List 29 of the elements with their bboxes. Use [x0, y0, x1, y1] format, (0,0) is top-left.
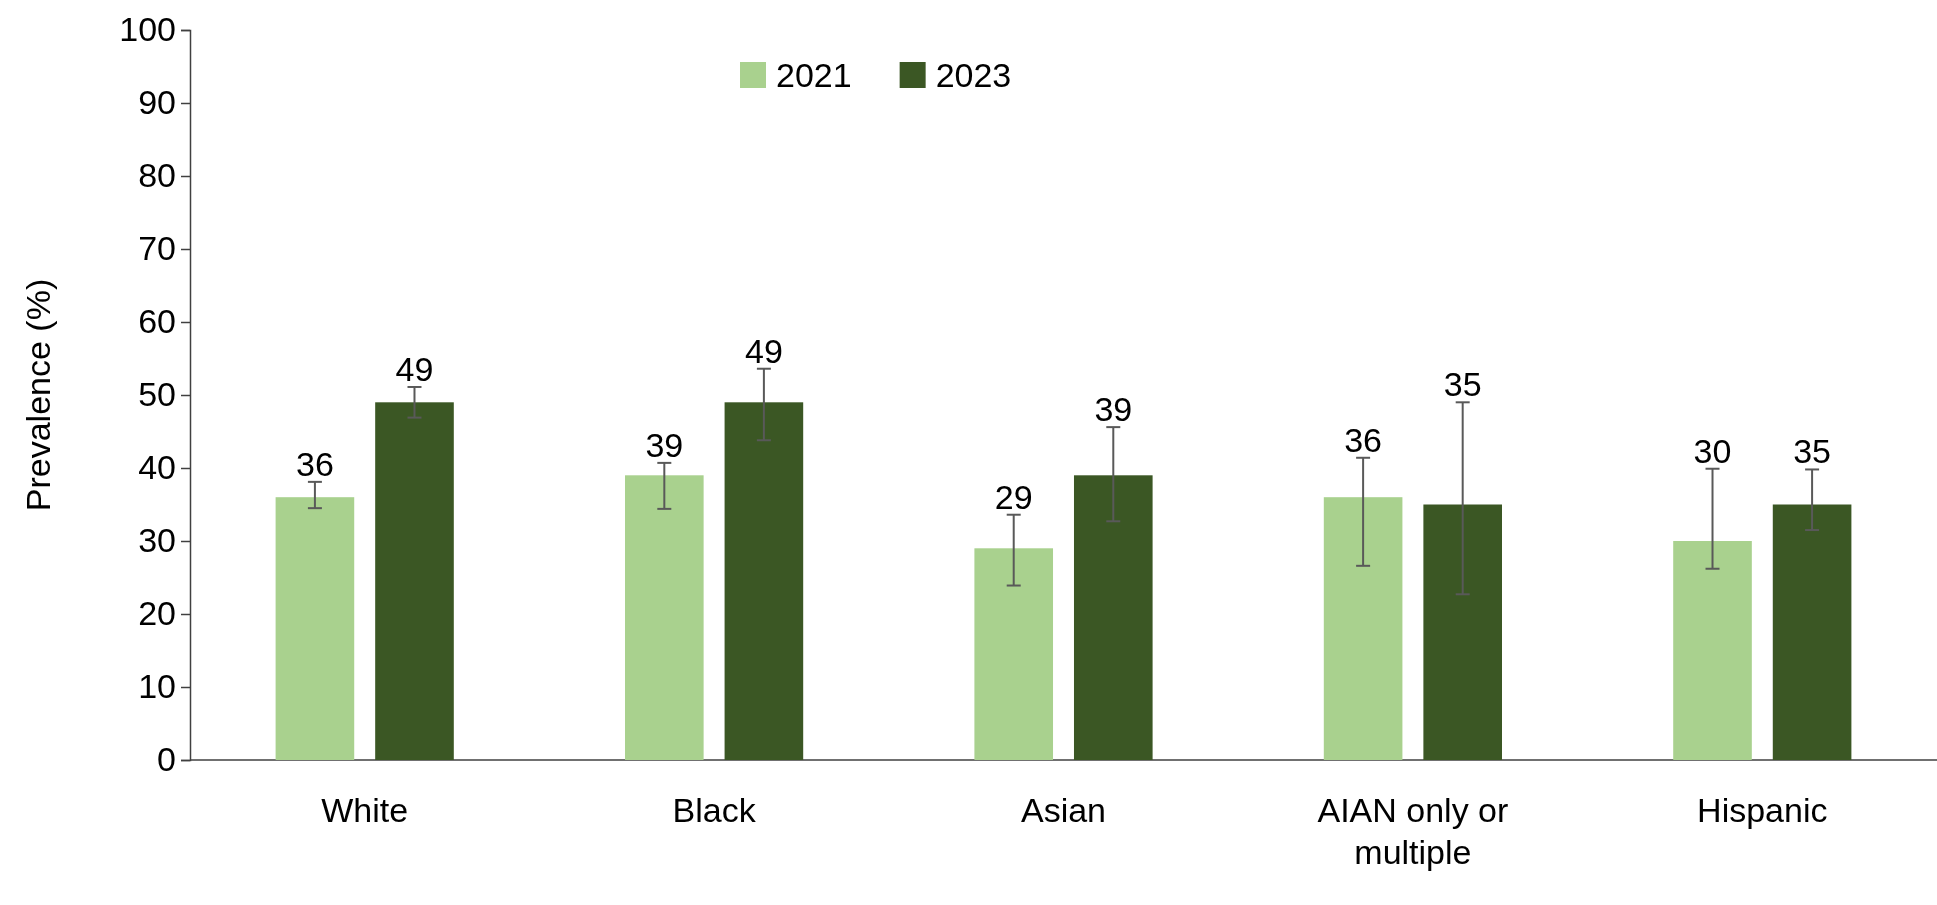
legend-label: 2023 — [935, 56, 1012, 94]
y-tick-label: 20 — [138, 594, 176, 633]
y-tick-label: 50 — [138, 375, 176, 414]
x-tick-label: AIAN only or multiple — [1317, 791, 1509, 871]
data-label: 39 — [645, 425, 684, 464]
data-label: 36 — [1344, 420, 1383, 459]
data-label: 35 — [1443, 365, 1482, 404]
data-label: 30 — [1693, 431, 1732, 470]
y-tick-label: 70 — [138, 229, 176, 268]
x-tick-label: Black — [672, 791, 757, 829]
y-tick-label: 60 — [138, 302, 176, 341]
y-tick-label: 0 — [157, 740, 176, 779]
y-tick-label: 100 — [119, 10, 176, 49]
y-tick-label: 10 — [138, 667, 176, 706]
x-tick-label: Asian — [1020, 791, 1107, 829]
y-tick-label: 40 — [138, 448, 176, 487]
y-tick-label: 90 — [138, 83, 176, 122]
data-label: 49 — [395, 349, 434, 388]
y-tick-label: 80 — [138, 156, 176, 195]
legend-label: 2021 — [776, 56, 852, 94]
data-label: 39 — [1094, 390, 1133, 429]
data-label: 49 — [744, 331, 783, 370]
y-tick-label: 30 — [138, 521, 176, 560]
data-label: 35 — [1793, 432, 1831, 471]
data-label: 29 — [994, 477, 1033, 516]
x-tick-label: White — [321, 791, 409, 829]
y-axis-title: Prevalence (%) — [19, 278, 57, 512]
x-tick-label: Hispanic — [1697, 791, 1828, 829]
data-label: 36 — [296, 444, 334, 483]
